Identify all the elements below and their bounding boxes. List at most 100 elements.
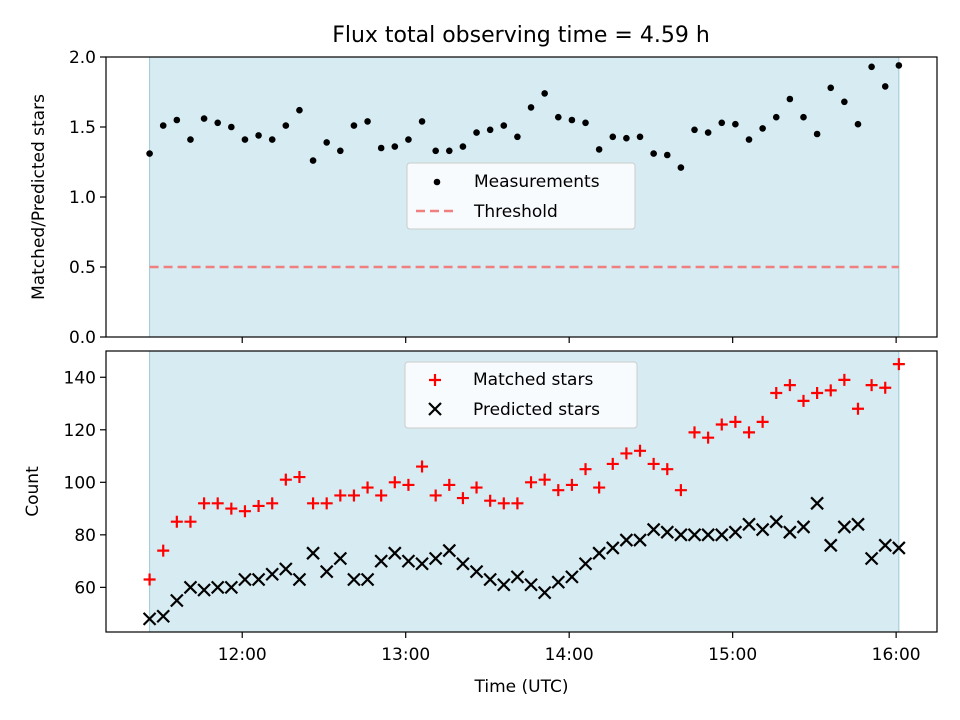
x-tick-label: 14:00 [545, 645, 594, 665]
measurement-point [268, 136, 276, 143]
matched-star-point [838, 373, 851, 386]
y-tick-label: 1.0 [69, 188, 96, 208]
predicted-star-point [524, 577, 538, 592]
y-tick-label: 140 [64, 368, 96, 388]
matched-star-point [252, 499, 265, 512]
matched-star-point [824, 384, 837, 397]
matched-star-point [811, 387, 824, 400]
predicted-star-point [796, 520, 811, 534]
measurement-point [772, 113, 780, 121]
x-tick-label: 15:00 [708, 645, 757, 665]
predicted-star-point [605, 541, 620, 555]
predicted-star-point [347, 572, 361, 587]
legend-label-measurements: Measurements [474, 172, 600, 192]
matched-star-point [770, 387, 783, 400]
matched-star-point [688, 426, 701, 439]
legend-label-predicted: Predicted stars [473, 400, 600, 420]
measurement-point [514, 133, 521, 141]
predicted-star-point [415, 556, 429, 571]
predicted-star-point [170, 593, 184, 608]
predicted-star-point [265, 567, 279, 582]
measurement-point [691, 126, 698, 134]
ratio-x-axis [241, 337, 897, 343]
matched-star-point [416, 460, 429, 473]
predicted-star-point [510, 570, 525, 584]
predicted-star-point [428, 551, 443, 566]
predicted-star-point [210, 580, 225, 595]
measurement-point [418, 118, 426, 125]
matched-star-point [892, 358, 905, 371]
measurement-point [323, 139, 330, 146]
predicted-star-point [456, 556, 470, 571]
matched-star-point [879, 381, 892, 394]
measurement-point [786, 95, 794, 103]
predicted-star-point [837, 520, 852, 534]
measurement-point [364, 118, 371, 125]
legend-label-matched: Matched stars [473, 370, 593, 390]
predicted-star-point [319, 564, 334, 579]
measurement-point [228, 123, 235, 131]
x-axis-label: Time (UTC) [474, 677, 569, 697]
measurement-point [432, 147, 439, 155]
y-tick-label: 0.0 [69, 328, 96, 348]
legend-measurement-marker [433, 178, 441, 186]
matched-star-point [593, 481, 606, 494]
measurement-point [868, 63, 875, 71]
matched-star-point [797, 394, 810, 407]
measurement-point [650, 150, 657, 157]
predicted-star-point [497, 577, 511, 592]
measurement-point [459, 143, 467, 150]
measurement-point [663, 151, 671, 159]
matched-star-point [456, 492, 469, 505]
measurement-point [445, 147, 453, 155]
measurement-point [813, 130, 821, 138]
predicted-star-point [701, 528, 715, 542]
matched-star-point [525, 476, 538, 489]
predicted-star-point [292, 572, 307, 587]
count-x-axis: 12:00 13:00 14:00 15:00 16:00 [218, 632, 921, 665]
ratio-panel: 0.00.51.01.52.0 Matched/Predicted stars … [29, 48, 938, 348]
measurement-point [745, 136, 753, 143]
predicted-star-point [633, 533, 647, 547]
y-tick-label: 0.5 [69, 258, 96, 278]
measurement-point [595, 146, 603, 153]
measurement-point [241, 136, 249, 143]
matched-star-point [851, 402, 864, 415]
measurement-point [623, 134, 630, 142]
predicted-star-point [238, 572, 252, 587]
measurement-point [554, 113, 562, 121]
predicted-star-point [728, 525, 743, 539]
measurement-point [214, 119, 222, 127]
matched-star-point [538, 473, 551, 486]
legend-box [406, 162, 636, 230]
measurement-point [486, 126, 494, 134]
x-tick-label: 12:00 [218, 645, 267, 665]
matched-star-point [361, 481, 374, 494]
y-tick-label: 120 [64, 421, 96, 441]
predicted-star-point [483, 572, 497, 587]
count-legend: Matched stars Predicted stars [404, 361, 638, 429]
measurement-point [609, 133, 617, 141]
x-tick-label: 13:00 [381, 645, 430, 665]
matched-star-point [320, 497, 333, 510]
count-panel-frame [105, 350, 938, 633]
predicted-star-point [864, 551, 879, 566]
matched-star-point [347, 489, 360, 502]
y-tick-label: 1.5 [69, 118, 96, 138]
matched-star-point [375, 489, 388, 502]
predicted-star-point [619, 533, 634, 547]
predicted-star-point [279, 562, 293, 576]
measurement-point [282, 122, 290, 129]
predicted-star-point [156, 609, 170, 624]
predicted-star-point [401, 554, 416, 568]
matched-star-point [620, 447, 633, 460]
matched-star-point [198, 497, 211, 510]
matched-star-point [674, 484, 687, 497]
matched-star-point [511, 497, 524, 510]
matched-star-point [497, 497, 510, 510]
matched-star-point [402, 478, 415, 491]
predicted-star-point [183, 580, 198, 595]
predicted-star-point [878, 538, 893, 553]
matched-star-point [266, 497, 279, 510]
